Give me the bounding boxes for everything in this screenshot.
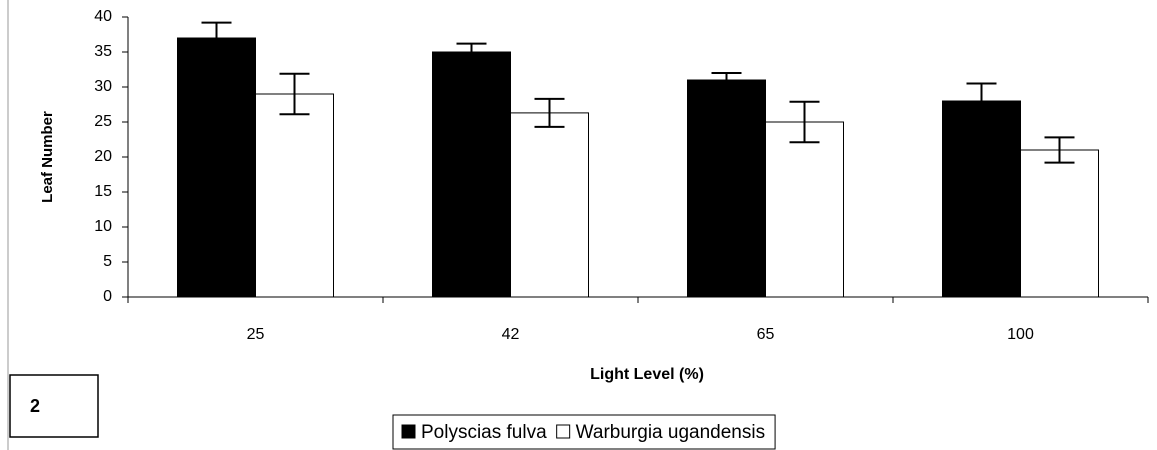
legend-label: Warburgia ugandensis bbox=[576, 422, 765, 443]
x-tick-label: 42 bbox=[502, 326, 520, 343]
error-bar bbox=[534, 97, 565, 128]
y-tick-label: 15 bbox=[94, 183, 112, 200]
legend-label: Polyscias fulva bbox=[421, 422, 547, 443]
bar bbox=[687, 79, 766, 298]
bar bbox=[765, 121, 844, 298]
error-bar bbox=[456, 42, 487, 62]
y-tick-label: 35 bbox=[94, 43, 112, 60]
y-tick-label: 40 bbox=[94, 8, 112, 25]
bar bbox=[177, 37, 256, 298]
error-bar bbox=[711, 72, 742, 88]
x-tick-label: 100 bbox=[1007, 326, 1034, 343]
bar bbox=[255, 93, 334, 298]
error-bar bbox=[1044, 136, 1075, 164]
error-bar bbox=[201, 21, 232, 55]
legend-swatch bbox=[401, 424, 416, 439]
x-axis-title: Light Level (%) bbox=[590, 366, 704, 383]
y-tick-label: 25 bbox=[94, 113, 112, 130]
y-tick-label: 10 bbox=[94, 218, 112, 235]
error-bar bbox=[966, 82, 997, 120]
bar bbox=[942, 100, 1021, 298]
panel-box bbox=[9, 374, 99, 438]
y-tick-label: 30 bbox=[94, 78, 112, 95]
y-axis-title: Leaf Number bbox=[39, 111, 56, 203]
legend-box bbox=[392, 414, 776, 450]
bar bbox=[510, 112, 589, 298]
bar bbox=[1020, 149, 1099, 298]
legend-swatch bbox=[556, 424, 571, 439]
panel-label: 2 bbox=[30, 396, 40, 416]
x-tick-label: 25 bbox=[247, 326, 265, 343]
y-tick-label: 20 bbox=[94, 148, 112, 165]
error-bar bbox=[789, 100, 820, 144]
error-bar bbox=[279, 72, 310, 116]
y-tick-label: 0 bbox=[103, 288, 112, 305]
bar bbox=[432, 51, 511, 298]
y-tick-label: 5 bbox=[103, 253, 112, 270]
x-tick-label: 65 bbox=[757, 326, 775, 343]
